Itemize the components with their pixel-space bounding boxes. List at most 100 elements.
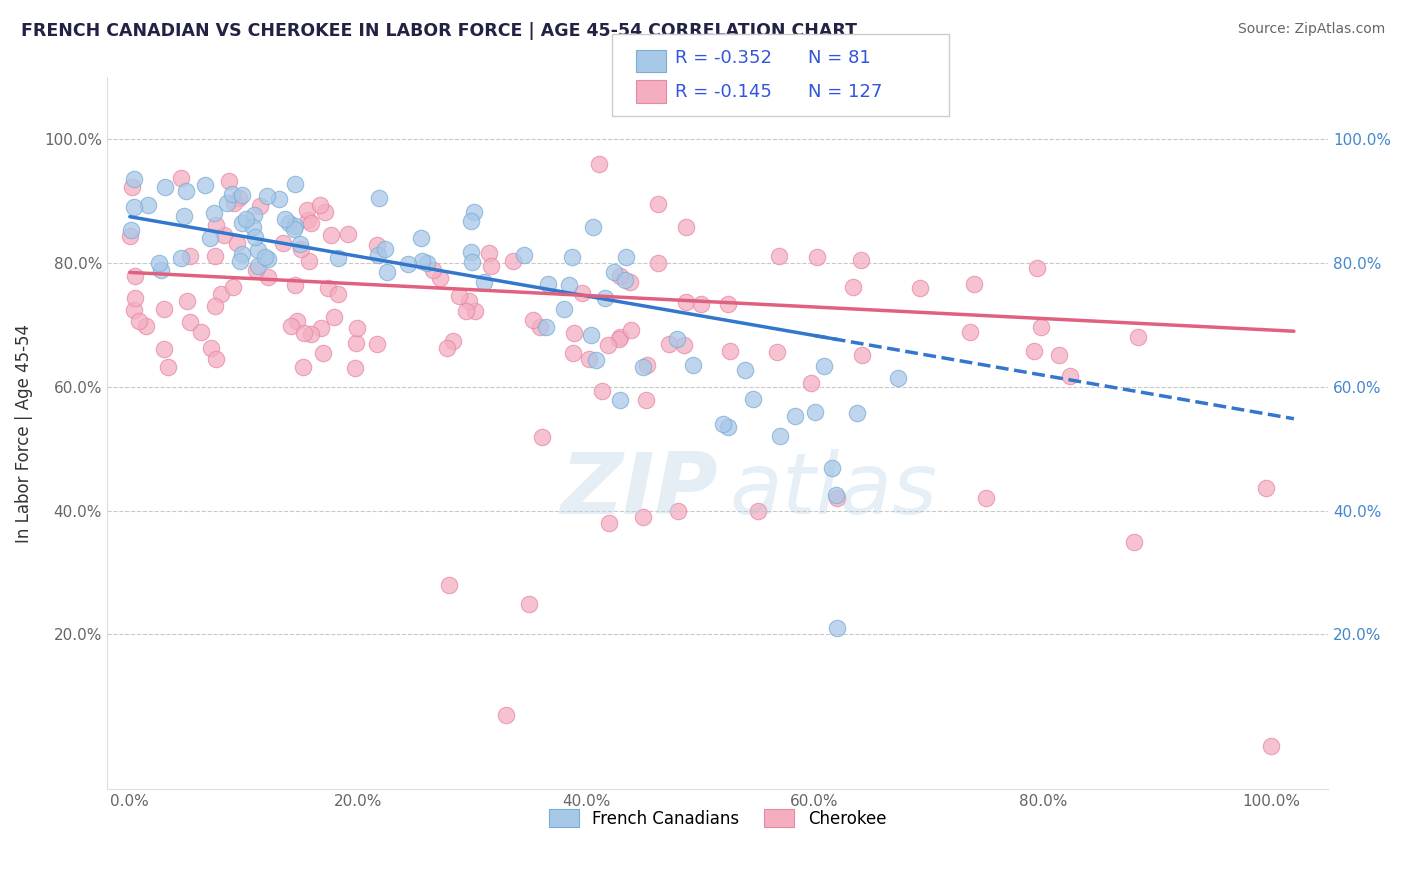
Point: [614, 251, 637, 265]
Point: [613, 273, 636, 287]
Point: [273, 211, 295, 226]
Point: [215, 196, 238, 211]
Point: [1029, 320, 1052, 334]
Y-axis label: In Labor Force | Age 45-54: In Labor Force | Age 45-54: [15, 324, 32, 543]
Point: [449, 289, 471, 303]
Point: [346, 320, 368, 334]
Point: [247, 259, 270, 273]
Point: [209, 287, 232, 301]
Point: [647, 256, 669, 270]
Point: [457, 293, 479, 308]
Point: [298, 253, 321, 268]
Point: [1025, 261, 1047, 276]
Text: N = 127: N = 127: [808, 83, 883, 101]
Point: [636, 358, 658, 372]
Point: [422, 263, 444, 277]
Point: [718, 344, 741, 359]
Point: [436, 341, 458, 355]
Point: [308, 198, 330, 212]
Point: [221, 187, 243, 202]
Point: [150, 263, 173, 277]
Point: [666, 504, 689, 518]
Point: [218, 174, 240, 188]
Point: [312, 345, 335, 359]
Point: [328, 287, 350, 301]
Point: [813, 359, 835, 373]
Point: [769, 429, 792, 443]
Point: [647, 196, 669, 211]
Point: [562, 326, 585, 341]
Point: [377, 265, 399, 279]
Point: [658, 337, 681, 351]
Point: [537, 277, 560, 291]
Point: [502, 254, 524, 268]
Point: [170, 170, 193, 185]
Point: [200, 341, 222, 355]
Point: [366, 238, 388, 252]
Point: [690, 297, 713, 311]
Point: [1254, 481, 1277, 495]
Point: [214, 228, 236, 243]
Point: [479, 259, 502, 273]
Point: [135, 318, 157, 333]
Point: [311, 321, 333, 335]
Point: [886, 371, 908, 385]
Point: [633, 509, 655, 524]
Point: [231, 247, 253, 261]
Point: [124, 201, 146, 215]
Point: [222, 195, 245, 210]
Point: [845, 406, 868, 420]
Point: [682, 359, 704, 373]
Legend: French Canadians, Cherokee: French Canadians, Cherokee: [543, 803, 893, 834]
Point: [553, 302, 575, 317]
Point: [170, 251, 193, 265]
Point: [460, 214, 482, 228]
Text: Source: ZipAtlas.com: Source: ZipAtlas.com: [1237, 22, 1385, 37]
Point: [321, 227, 343, 242]
Point: [1022, 343, 1045, 358]
Point: [439, 578, 461, 592]
Point: [173, 210, 195, 224]
Point: [803, 405, 825, 419]
Point: [1126, 330, 1149, 344]
Point: [283, 222, 305, 236]
Point: [596, 337, 619, 351]
Point: [800, 376, 823, 391]
Point: [513, 248, 536, 262]
Point: [148, 256, 170, 270]
Point: [478, 245, 501, 260]
Point: [235, 212, 257, 227]
Point: [665, 332, 688, 346]
Point: [825, 488, 848, 502]
Point: [179, 315, 201, 329]
Point: [225, 235, 247, 250]
Point: [190, 325, 212, 339]
Text: R = -0.352: R = -0.352: [675, 49, 772, 67]
Point: [284, 177, 307, 191]
Point: [284, 219, 307, 233]
Point: [581, 328, 603, 343]
Point: [366, 336, 388, 351]
Text: R = -0.145: R = -0.145: [675, 83, 772, 101]
Point: [152, 343, 174, 357]
Point: [557, 277, 579, 292]
Point: [367, 191, 389, 205]
Point: [176, 294, 198, 309]
Point: [711, 417, 734, 431]
Point: [675, 294, 697, 309]
Point: [672, 338, 695, 352]
Point: [609, 269, 631, 284]
Point: [297, 213, 319, 227]
Point: [122, 172, 145, 186]
Point: [295, 203, 318, 218]
Point: [246, 243, 269, 257]
Point: [316, 280, 339, 294]
Point: [242, 219, 264, 234]
Point: [821, 460, 844, 475]
Point: [582, 220, 605, 235]
Point: [571, 286, 593, 301]
Point: [124, 291, 146, 305]
Point: [619, 275, 641, 289]
Point: [766, 344, 789, 359]
Point: [204, 249, 226, 263]
